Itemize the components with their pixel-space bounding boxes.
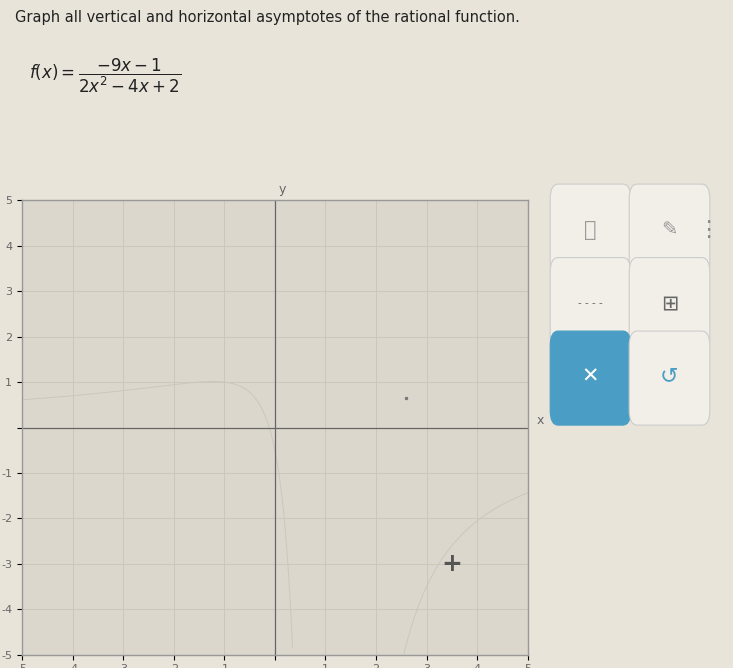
Text: x: x — [537, 414, 544, 428]
FancyBboxPatch shape — [550, 184, 631, 278]
Text: Graph all vertical and horizontal asymptotes of the rational function.: Graph all vertical and horizontal asympt… — [15, 10, 520, 25]
Text: ✎: ✎ — [661, 220, 678, 239]
FancyBboxPatch shape — [550, 258, 631, 351]
FancyBboxPatch shape — [629, 184, 710, 278]
Text: y: y — [279, 182, 286, 196]
FancyBboxPatch shape — [629, 258, 710, 351]
Text: $f(x) = \dfrac{-9x-1}{2x^2-4x+2}$: $f(x) = \dfrac{-9x-1}{2x^2-4x+2}$ — [29, 57, 181, 95]
Text: - - - -: - - - - — [578, 298, 603, 308]
FancyBboxPatch shape — [629, 331, 710, 425]
Text: +: + — [441, 552, 463, 576]
FancyBboxPatch shape — [550, 331, 631, 425]
Text: ⊞: ⊞ — [660, 293, 678, 313]
Text: ⋮: ⋮ — [697, 220, 719, 240]
Text: ✕: ✕ — [582, 367, 600, 387]
Text: ⬜: ⬜ — [584, 220, 597, 240]
Text: ↺: ↺ — [660, 367, 679, 387]
